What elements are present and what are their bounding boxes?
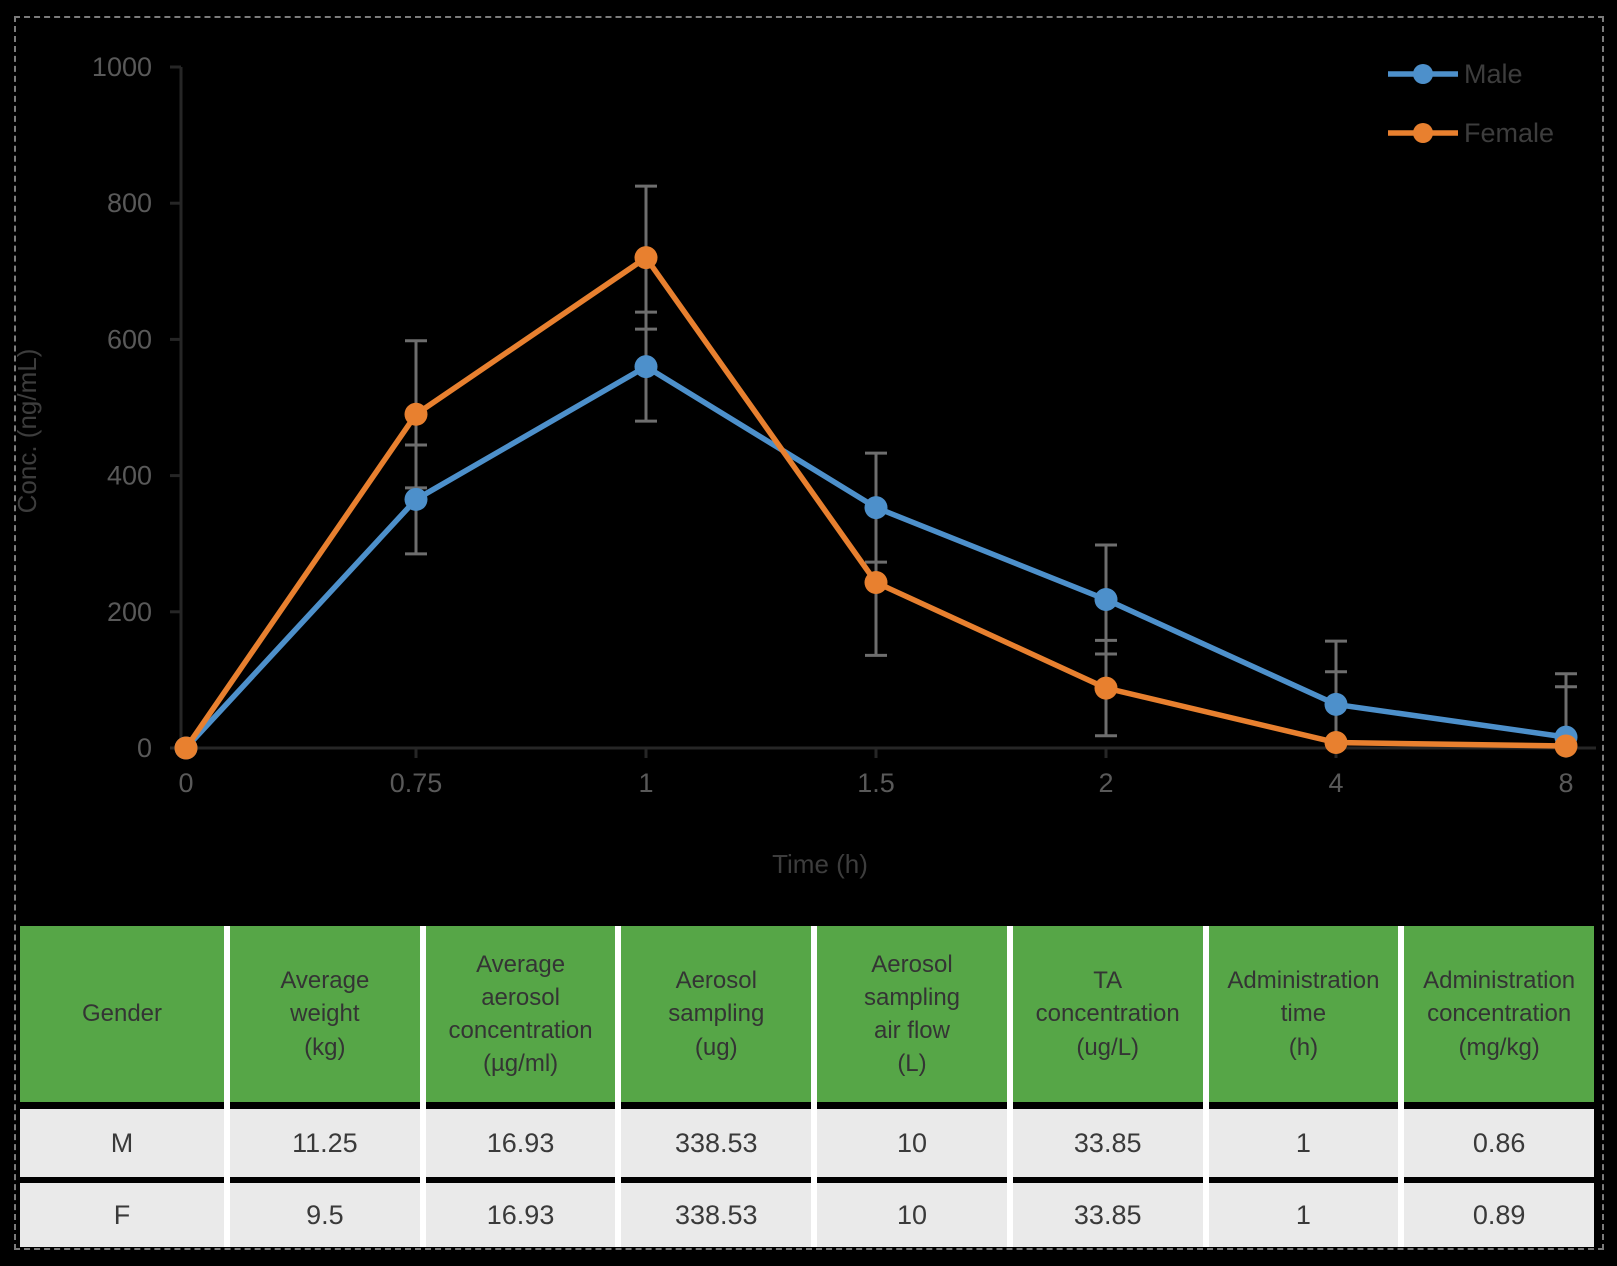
legend-label: Female xyxy=(1464,118,1554,148)
table-column: Administration time (h) 1 1 xyxy=(1208,926,1399,1247)
y-tick-label: 1000 xyxy=(92,52,152,82)
x-tick-label: 2 xyxy=(1098,768,1113,798)
data-point-female xyxy=(1324,731,1348,755)
data-point-female xyxy=(404,402,428,426)
data-point-male xyxy=(1094,588,1118,612)
table-header-cell: Administration concentration (mg/kg) xyxy=(1404,926,1594,1102)
table-header-cell: Average weight (kg) xyxy=(230,926,420,1102)
data-point-female xyxy=(174,736,198,760)
x-tick-label: 1 xyxy=(638,768,653,798)
table-cell: 10 xyxy=(817,1109,1007,1177)
y-tick-label: 600 xyxy=(107,324,152,354)
data-point-female xyxy=(1554,734,1578,758)
table-cell: 16.93 xyxy=(425,1183,616,1247)
table-cell: 0.89 xyxy=(1404,1183,1594,1247)
table-cell: 0.86 xyxy=(1404,1109,1594,1177)
table-cell: 33.85 xyxy=(1012,1109,1203,1177)
table-header-cell: Administration time (h) xyxy=(1208,926,1399,1102)
axes xyxy=(170,65,1596,758)
table-cell: 9.5 xyxy=(230,1183,420,1247)
table-column: Average weight (kg) 11.25 9.5 xyxy=(230,926,420,1247)
table-cell: 1 xyxy=(1208,1183,1399,1247)
x-tick-label: 0.75 xyxy=(390,768,443,798)
table-cell: 1 xyxy=(1208,1109,1399,1177)
table-column: Aerosol sampling air flow (L) 10 10 xyxy=(817,926,1007,1247)
y-tick-label: 400 xyxy=(107,461,152,491)
x-axis-title: Time (h) xyxy=(772,849,868,879)
data-point-male xyxy=(404,487,428,511)
data-point-female xyxy=(864,571,888,595)
error-bars xyxy=(405,184,1577,748)
y-axis-title: Conc. (ng/mL) xyxy=(12,349,42,514)
table-cell: 338.53 xyxy=(621,1183,812,1247)
y-tick-label: 200 xyxy=(107,597,152,627)
concentration-time-line-chart: 0 200 400 600 800 1000 0 0.75 1 1.5 2 4 8 Time (h) Con… xyxy=(12,52,1596,879)
legend-marker-male xyxy=(1413,64,1433,84)
table-cell: M xyxy=(20,1109,224,1177)
data-point-female xyxy=(634,246,658,270)
table-header-cell: TA concentration (ug/L) xyxy=(1012,926,1203,1102)
x-tick-label: 4 xyxy=(1328,768,1343,798)
table-header-cell: Aerosol sampling air flow (L) xyxy=(817,926,1007,1102)
x-tick-label: 0 xyxy=(178,768,193,798)
y-tick-label: 0 xyxy=(137,733,152,763)
data-point-male xyxy=(634,355,658,379)
table-cell: 16.93 xyxy=(425,1109,616,1177)
parameters-table: Gender M F Average weight (kg) 11.25 9.5 Avera… xyxy=(20,926,1594,1247)
table-cell: 33.85 xyxy=(1012,1183,1203,1247)
table-column: Administration concentration (mg/kg) 0.86… xyxy=(1404,926,1594,1247)
table-column: TA concentration (ug/L) 33.85 33.85 xyxy=(1012,926,1203,1247)
table-cell: F xyxy=(20,1183,224,1247)
table-header-cell: Aerosol sampling (ug) xyxy=(621,926,812,1102)
y-tick-label: 800 xyxy=(107,188,152,218)
table-cell: 338.53 xyxy=(621,1109,812,1177)
table-cell: 10 xyxy=(817,1183,1007,1247)
x-tick-label: 1.5 xyxy=(857,768,895,798)
table-header-cell: Average aerosol concentration (µg/ml) xyxy=(425,926,616,1102)
x-tick-label: 8 xyxy=(1558,768,1573,798)
legend-item-male: Male xyxy=(1388,59,1523,89)
data-point-female xyxy=(1094,676,1118,700)
table-column: Average aerosol concentration (µg/ml) 16.… xyxy=(425,926,616,1247)
table-header-cell: Gender xyxy=(20,926,224,1102)
legend-marker-female xyxy=(1413,123,1433,143)
legend-item-female: Female xyxy=(1388,118,1554,148)
data-point-male xyxy=(864,496,888,520)
table-cell: 11.25 xyxy=(230,1109,420,1177)
data-point-male xyxy=(1324,692,1348,716)
legend-label: Male xyxy=(1464,59,1523,89)
table-column: Aerosol sampling (ug) 338.53 338.53 xyxy=(621,926,812,1247)
series-female xyxy=(174,246,1578,760)
table-column: Gender M F xyxy=(20,926,224,1247)
